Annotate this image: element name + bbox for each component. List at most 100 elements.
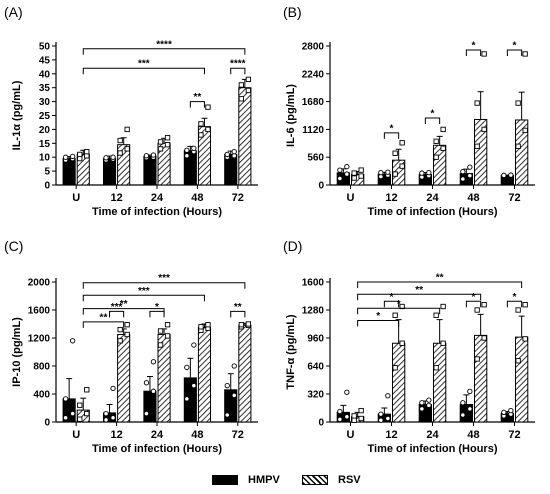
significance-label: **: [100, 312, 108, 323]
data-point-rsv: [474, 143, 480, 149]
y-tick-label: 15: [39, 139, 51, 150]
chart-panel-2: 0 400 800 1200 1600 2000 U 12 24 48 72 Time of infe…: [11, 273, 258, 455]
legend-swatch-rsv: [302, 475, 328, 485]
data-point-hmpv: [344, 171, 350, 177]
data-point-hmpv: [62, 415, 69, 421]
data-point-hmpv: [62, 396, 69, 402]
data-point-hmpv: [460, 400, 466, 406]
data-point-rsv: [392, 171, 398, 177]
data-point-rsv: [117, 326, 123, 333]
x-tick-label: 24: [426, 192, 439, 204]
y-tick-label: 50: [39, 42, 51, 53]
y-tick-label: 35: [39, 83, 51, 94]
data-point-hmpv: [103, 155, 109, 161]
data-point-rsv: [84, 410, 90, 417]
y-tick-label: 1280: [302, 306, 325, 317]
y-tick-label: 2240: [302, 69, 325, 80]
data-point-hmpv: [426, 169, 432, 176]
data-point-rsv: [351, 175, 357, 181]
data-point-rsv: [205, 322, 211, 328]
significance-bracket: [465, 49, 482, 56]
panel-label-b: (B): [283, 4, 302, 20]
data-point-hmpv: [385, 169, 391, 175]
y-tick-label: 5: [44, 167, 50, 178]
data-point-hmpv: [110, 154, 116, 160]
data-point-rsv: [433, 365, 439, 371]
significance-bracket: [82, 294, 205, 302]
data-point-hmpv: [150, 388, 157, 394]
significance-bracket: [506, 49, 523, 56]
data-point-hmpv: [337, 408, 343, 415]
bar-rsv: [392, 342, 406, 423]
data-point-rsv: [157, 328, 164, 334]
y-tick-label: 0: [44, 418, 50, 429]
x-tick-label: U: [72, 429, 80, 441]
panel-label-a: (A): [4, 4, 23, 20]
data-point-rsv: [515, 143, 521, 149]
significance-bracket: [189, 101, 205, 108]
data-point-rsv: [515, 307, 521, 313]
data-point-hmpv: [501, 409, 507, 416]
data-point-rsv: [358, 407, 364, 414]
y-tick-label: 25: [39, 111, 51, 122]
data-point-hmpv: [69, 153, 76, 160]
bar-hmpv: [143, 155, 157, 186]
legend: HMPV RSV: [0, 474, 550, 494]
significance-label: ****: [230, 59, 246, 70]
data-point-hmpv: [337, 175, 343, 182]
data-point-rsv: [198, 121, 204, 127]
data-point-hmpv: [224, 382, 230, 389]
significance-bracket: [82, 48, 246, 55]
significance-label: ***: [138, 286, 150, 297]
data-point-rsv: [238, 322, 245, 328]
data-point-hmpv: [344, 414, 350, 420]
x-tick-label: 48: [191, 429, 203, 441]
significance-label: **: [234, 302, 242, 313]
panel-label-c: (C): [4, 238, 24, 254]
data-point-rsv: [481, 335, 487, 341]
data-point-rsv: [205, 104, 211, 110]
data-point-rsv: [84, 387, 90, 393]
x-tick-label: 24: [151, 429, 164, 441]
data-point-hmpv: [69, 410, 76, 417]
x-tick-label: U: [347, 192, 355, 204]
y-axis-label: TNF-α (pg/mL): [285, 314, 297, 390]
data-point-hmpv: [69, 338, 76, 344]
chart-panel-0: 0 5 10 15 20 25 30 35 40 45 50 U 12 24 48 72 Time of inf…: [11, 39, 258, 218]
data-point-hmpv: [143, 380, 150, 386]
y-tick-label: 1600: [302, 278, 325, 289]
y-tick-label: 1600: [28, 306, 51, 317]
bar-rsv: [117, 334, 131, 423]
significance-bracket: [357, 320, 400, 327]
significance-bracket: [82, 321, 125, 328]
data-point-hmpv: [378, 169, 384, 176]
y-tick-label: 960: [307, 334, 324, 345]
y-tick-label: 1680: [302, 97, 325, 108]
data-point-rsv: [157, 342, 164, 348]
data-point-hmpv: [224, 412, 230, 418]
data-point-hmpv: [460, 168, 466, 175]
data-point-hmpv: [110, 385, 116, 392]
data-point-rsv: [245, 321, 252, 327]
x-tick-label: 48: [467, 192, 479, 204]
significance-label: *: [390, 292, 394, 303]
bar-rsv: [238, 324, 252, 423]
significance-label: *: [472, 40, 476, 51]
legend-item-rsv: RSV: [302, 474, 361, 486]
y-tick-label: 1200: [28, 334, 51, 345]
y-axis-label: IL-6 (pg/mL): [285, 84, 297, 147]
data-point-rsv: [245, 76, 252, 83]
data-point-hmpv: [344, 389, 350, 395]
data-point-hmpv: [385, 393, 391, 399]
x-tick-label: 48: [191, 192, 203, 204]
charts-svg: 0 5 10 15 20 25 30 35 40 45 50 U 12 24 48 72 Time of inf…: [11, 39, 535, 455]
y-tick-label: 2800: [302, 42, 325, 53]
data-point-rsv: [238, 82, 245, 88]
significance-bracket: [230, 67, 246, 75]
y-tick-label: 0: [318, 418, 324, 429]
data-point-rsv: [124, 331, 130, 338]
data-point-hmpv: [426, 397, 432, 403]
y-tick-label: 30: [39, 97, 51, 108]
data-point-rsv: [164, 142, 171, 148]
significance-label: *: [376, 311, 380, 322]
